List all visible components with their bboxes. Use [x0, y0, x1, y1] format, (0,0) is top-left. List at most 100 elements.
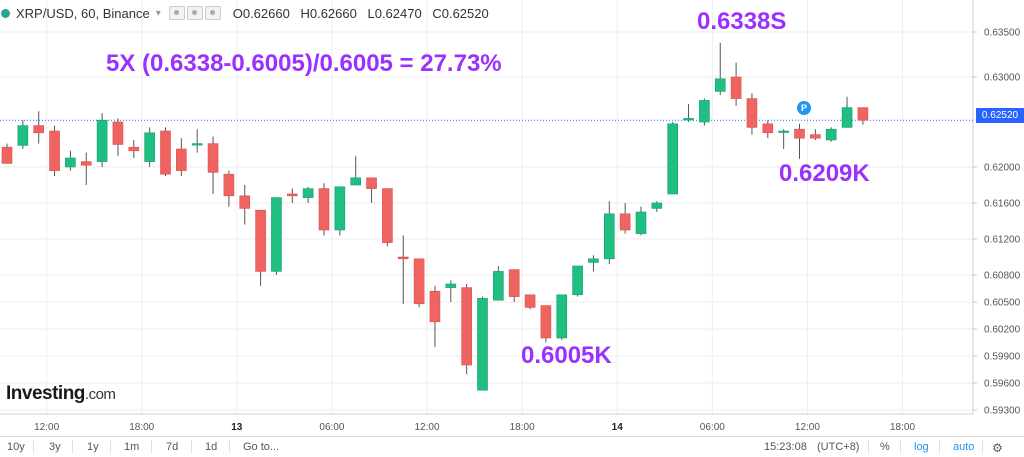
- y-tick-label: 0.63500: [984, 28, 1021, 39]
- settings-gear-icon[interactable]: ⚙: [992, 441, 1003, 455]
- open-label: O: [232, 5, 243, 21]
- candle-body[interactable]: [651, 202, 663, 209]
- candle-body[interactable]: [112, 121, 124, 145]
- p-marker-icon[interactable]: P: [797, 101, 811, 115]
- candle-body[interactable]: [461, 287, 472, 366]
- range-10y-button[interactable]: 10y: [7, 441, 25, 453]
- y-tick-label: 0.60200: [984, 325, 1021, 336]
- logo-main: Investing: [6, 383, 85, 404]
- candle-body[interactable]: [382, 188, 393, 243]
- log-toggle[interactable]: log: [914, 441, 929, 453]
- candle-body[interactable]: [176, 148, 187, 171]
- candle-body[interactable]: [397, 256, 409, 260]
- candle-body[interactable]: [619, 213, 631, 231]
- annotation-high: 0.6338S: [697, 8, 787, 35]
- eye-icon[interactable]: [168, 6, 185, 20]
- candle-body[interactable]: [477, 298, 488, 391]
- candle-body[interactable]: [271, 197, 282, 272]
- chevron-down-icon[interactable]: ▾: [155, 7, 161, 19]
- x-tick-label: 12:00: [415, 422, 440, 433]
- x-tick-label: 18:00: [890, 422, 915, 433]
- ohlc-readout: O0.62660 H0.62660 L0.62470 C0.62520: [233, 6, 489, 21]
- x-tick-label: 12:00: [795, 422, 820, 433]
- candle-body[interactable]: [223, 173, 235, 197]
- y-tick-label: 0.62000: [984, 163, 1021, 174]
- candle-body[interactable]: [588, 258, 599, 263]
- candle-body[interactable]: [144, 132, 155, 162]
- candle-body[interactable]: [762, 123, 774, 134]
- divider: [33, 440, 34, 453]
- candle-body[interactable]: [239, 195, 251, 209]
- candle-body[interactable]: [714, 78, 726, 92]
- range-3y-button[interactable]: 3y: [49, 441, 61, 453]
- candle-body[interactable]: [508, 269, 520, 297]
- candle-body[interactable]: [413, 258, 425, 305]
- divider: [191, 440, 192, 453]
- candle-body[interactable]: [429, 290, 441, 323]
- candle-body[interactable]: [128, 146, 140, 152]
- y-tick-label: 0.60800: [984, 271, 1021, 282]
- x-tick-label: 06:00: [319, 422, 344, 433]
- symbol-title[interactable]: XRP/USD, 60, Binance: [16, 5, 150, 21]
- candle-body[interactable]: [302, 188, 314, 198]
- y-tick-label: 0.59600: [984, 379, 1021, 390]
- candle-body[interactable]: [445, 283, 457, 288]
- y-tick-label: 0.59300: [984, 406, 1021, 417]
- candle-body[interactable]: [810, 134, 821, 139]
- candle-body[interactable]: [255, 209, 266, 272]
- auto-toggle[interactable]: auto: [953, 441, 975, 453]
- candle-body[interactable]: [857, 107, 869, 121]
- candle-body[interactable]: [191, 143, 203, 146]
- candle-body[interactable]: [17, 125, 29, 146]
- candle-body[interactable]: [635, 211, 647, 234]
- candle-body[interactable]: [65, 157, 76, 168]
- candle-body[interactable]: [825, 128, 837, 141]
- candle-body[interactable]: [841, 107, 853, 128]
- candle-body[interactable]: [493, 271, 504, 301]
- candle-body[interactable]: [33, 125, 45, 134]
- range-7d-button[interactable]: 7d: [166, 441, 179, 453]
- range-1m-button[interactable]: 1m: [124, 441, 140, 453]
- candle-body[interactable]: [746, 98, 758, 128]
- logo-suffix: .com: [84, 386, 116, 403]
- candle-body[interactable]: [350, 177, 362, 186]
- candle-body[interactable]: [603, 213, 615, 260]
- candle-body[interactable]: [49, 130, 60, 171]
- candle-body[interactable]: [778, 130, 789, 133]
- candle-body[interactable]: [699, 100, 710, 123]
- x-tick-label: 06:00: [700, 422, 725, 433]
- candle-body[interactable]: [556, 294, 568, 339]
- candle-body[interactable]: [794, 128, 805, 139]
- candle-body[interactable]: [334, 186, 346, 231]
- close-label: C: [432, 5, 442, 21]
- low-value: 0.62470: [374, 5, 422, 21]
- range-1d-button[interactable]: 1d: [205, 441, 218, 453]
- range-1y-button[interactable]: 1y: [87, 441, 99, 453]
- candle-body[interactable]: [366, 177, 377, 189]
- settings-icon[interactable]: [186, 6, 203, 20]
- candle-body[interactable]: [572, 265, 583, 296]
- candle-body[interactable]: [667, 123, 679, 195]
- candle-body[interactable]: [318, 188, 330, 231]
- candle-body[interactable]: [80, 161, 92, 166]
- divider: [939, 440, 940, 453]
- divider: [868, 440, 869, 453]
- goto-button[interactable]: Go to...: [243, 441, 280, 453]
- candle-body[interactable]: [730, 76, 742, 99]
- candle-body[interactable]: [286, 193, 298, 197]
- candle-body[interactable]: [96, 119, 108, 162]
- candle-body[interactable]: [540, 305, 552, 339]
- low-label: L: [367, 5, 375, 21]
- x-tick-label: 18:00: [510, 422, 535, 433]
- candle-body[interactable]: [1, 146, 13, 164]
- close-icon[interactable]: [204, 6, 221, 20]
- candle-body[interactable]: [160, 130, 171, 175]
- candle-body[interactable]: [683, 118, 694, 121]
- candle-body[interactable]: [207, 143, 219, 173]
- timezone-selector[interactable]: (UTC+8): [817, 441, 860, 453]
- candle-body[interactable]: [524, 294, 536, 308]
- percent-toggle[interactable]: %: [880, 441, 890, 453]
